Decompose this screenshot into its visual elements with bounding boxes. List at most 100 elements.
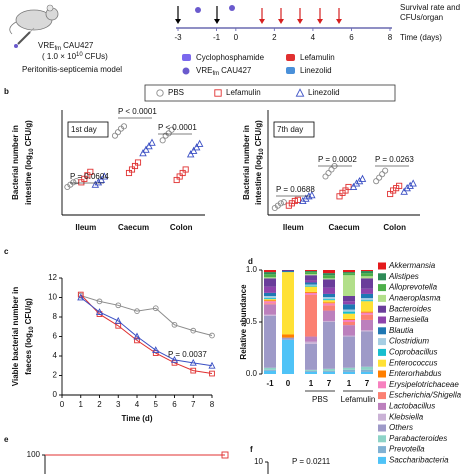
data-point bbox=[325, 169, 332, 177]
x-tick-label: Ileum bbox=[283, 223, 304, 232]
data-point bbox=[400, 187, 408, 195]
bar-segment bbox=[282, 272, 294, 335]
bar-segment bbox=[305, 270, 317, 272]
bar-segment bbox=[343, 272, 355, 274]
panel-title: 1st day bbox=[71, 125, 97, 134]
bar-segment bbox=[361, 300, 373, 302]
data-point bbox=[77, 293, 85, 301]
data-point bbox=[189, 358, 197, 366]
title-box bbox=[273, 121, 315, 138]
bar-segment bbox=[343, 325, 355, 336]
bar-segment bbox=[264, 274, 276, 278]
bar-segment bbox=[323, 302, 335, 304]
data-point bbox=[376, 174, 383, 181]
legend-swatch bbox=[378, 446, 386, 454]
legend-label: PBS bbox=[168, 88, 184, 97]
bar-segment bbox=[305, 286, 317, 292]
y-tick-label: 8 bbox=[53, 312, 58, 321]
data-point bbox=[120, 123, 128, 130]
y-tick-label: 1.0 bbox=[246, 265, 258, 274]
data-point bbox=[403, 183, 411, 192]
data-point bbox=[396, 182, 403, 189]
x-tick-label: 7 bbox=[365, 379, 370, 388]
bar-segment bbox=[323, 273, 335, 276]
bar-segment bbox=[282, 339, 294, 374]
legend-swatch bbox=[378, 284, 386, 292]
data-point bbox=[294, 196, 301, 203]
dose-text: ( 1.0 × 10 bbox=[42, 52, 77, 61]
legend-swatch bbox=[378, 305, 386, 313]
bar-segment bbox=[323, 300, 335, 303]
data-point bbox=[171, 359, 178, 366]
data-point bbox=[142, 145, 150, 153]
timeline-tick-label: 8 bbox=[388, 33, 393, 42]
x-tick-label: 1 bbox=[79, 400, 84, 409]
data-point bbox=[134, 337, 140, 344]
data-point bbox=[186, 150, 195, 158]
bar-segment bbox=[305, 336, 317, 342]
data-point bbox=[133, 332, 141, 340]
bar-segment bbox=[343, 270, 355, 273]
bar-segment bbox=[323, 303, 335, 306]
bar-segment bbox=[305, 291, 317, 293]
bar-segment bbox=[305, 294, 317, 337]
bar-segment bbox=[361, 298, 373, 301]
bar-segment bbox=[264, 300, 276, 302]
bar-segment bbox=[361, 288, 373, 294]
data-point bbox=[192, 143, 201, 151]
series-line bbox=[80, 297, 213, 367]
bar-segment bbox=[264, 296, 276, 299]
y-axis-label-sub: 10 bbox=[259, 148, 265, 155]
bar-segment bbox=[361, 278, 373, 289]
bar-segment bbox=[343, 311, 355, 314]
data-point bbox=[189, 146, 198, 154]
bar-segment bbox=[323, 297, 335, 300]
bar-segment bbox=[361, 314, 373, 320]
bar-segment bbox=[361, 330, 373, 332]
time-axis-label: Time (days) bbox=[400, 33, 442, 42]
data-point bbox=[96, 298, 103, 305]
data-point bbox=[70, 179, 77, 186]
bar-segment bbox=[282, 270, 294, 272]
y-tick-label: 12 bbox=[48, 273, 57, 282]
legend-label: Cyclophosphamide bbox=[196, 53, 265, 62]
data-point bbox=[328, 166, 335, 173]
timeline-tick-label: -1 bbox=[213, 33, 221, 42]
p-value: P = 0.0263 bbox=[375, 155, 414, 164]
x-tick-label: 3 bbox=[116, 400, 121, 409]
bar-segment bbox=[305, 275, 317, 281]
data-point bbox=[382, 167, 389, 174]
panel-label: b bbox=[4, 87, 9, 96]
bar-segment bbox=[264, 286, 276, 293]
bar-segment bbox=[305, 343, 317, 370]
y-axis-label-sub: 10 bbox=[29, 326, 35, 333]
outcome-label: Survival rate and bbox=[400, 3, 460, 12]
x-tick-label: Colon bbox=[383, 223, 406, 232]
y-tick-label: 10 bbox=[48, 293, 57, 302]
timeline-arrows bbox=[175, 5, 342, 24]
x-tick-label: Colon bbox=[170, 223, 193, 232]
x-tick-label: 0 bbox=[286, 379, 291, 388]
p-value: P = 0.0211 bbox=[292, 457, 331, 466]
bar-segment bbox=[264, 292, 276, 296]
bar-segment bbox=[323, 370, 335, 372]
y-axis-label-part: CFU/g) bbox=[24, 298, 33, 325]
timeline-tick-label: -3 bbox=[174, 33, 182, 42]
data-point bbox=[111, 132, 119, 139]
data-point bbox=[114, 129, 122, 136]
p-value: P < 0.0001 bbox=[118, 107, 157, 116]
legend-label: Anaeroplasma bbox=[388, 294, 441, 303]
p-value: P = 0.0688 bbox=[276, 185, 315, 194]
bar-segment bbox=[343, 335, 355, 337]
data-point bbox=[134, 308, 140, 315]
legend-label: Alloprevotella bbox=[388, 283, 438, 292]
outcome-label: CFUs/organ bbox=[400, 13, 443, 22]
data-point bbox=[352, 179, 361, 187]
dose-label: ( 1.0 × 1010 CFUs) bbox=[42, 52, 108, 62]
bar-segment bbox=[361, 331, 373, 367]
legend-label: Prevotella bbox=[389, 445, 425, 454]
bar-segment bbox=[343, 273, 355, 276]
bar-segment bbox=[305, 370, 317, 372]
y-axis-label-part: CFU/g) bbox=[24, 120, 33, 147]
legend-swatch bbox=[378, 273, 386, 281]
